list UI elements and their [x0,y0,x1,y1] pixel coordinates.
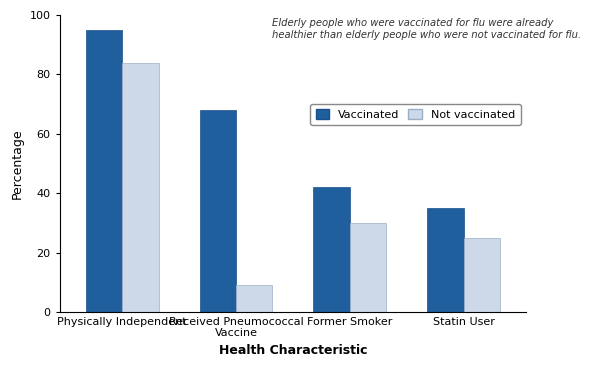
Text: Elderly people who were vaccinated for flu were already
healthier than elderly p: Elderly people who were vaccinated for f… [272,18,581,40]
Bar [427,208,464,312]
Y-axis label: Percentage: Percentage [11,128,24,199]
Legend: Vaccinated, Not vaccinated: Vaccinated, Not vaccinated [311,104,521,125]
Bar [314,187,350,312]
Bar [86,30,122,312]
Bar [199,110,236,312]
Bar [236,285,273,312]
Bar [350,223,386,312]
Bar [122,63,159,312]
Bar [464,238,500,312]
X-axis label: Health Characteristic: Health Characteristic [218,344,367,357]
